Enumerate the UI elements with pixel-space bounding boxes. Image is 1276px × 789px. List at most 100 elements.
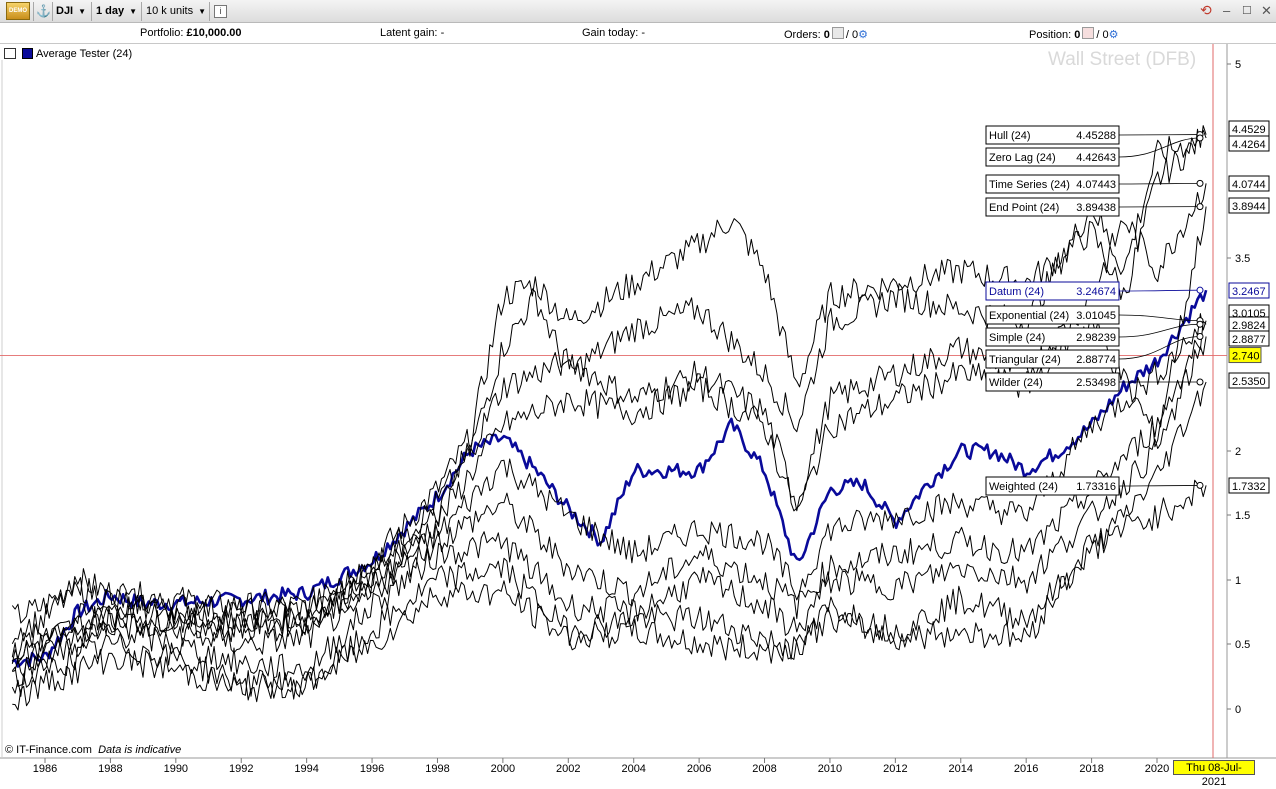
indicator-name: Wilder (24) [989, 377, 1043, 389]
demo-icon: DEMO [6, 2, 30, 20]
series-color-swatch [22, 48, 33, 59]
gear-icon[interactable]: ⚙ [858, 29, 868, 41]
latent-label: Latent gain: [380, 27, 438, 39]
x-tick-label: 1992 [229, 763, 253, 775]
credit-note: Data is indicative [98, 744, 181, 756]
indicator-value: 1.73316 [1076, 481, 1116, 493]
x-tick-label: 2006 [687, 763, 711, 775]
separator [52, 2, 53, 21]
instrument-watermark: Wall Street (DFB) [1048, 49, 1196, 71]
indicator-name: Exponential (24) [989, 310, 1069, 322]
data-credit: © IT-Finance.com Data is indicative [5, 744, 181, 756]
cursor-date-label: Thu 08-Jul-2021 [1173, 760, 1255, 775]
indicator-name: Weighted (24) [989, 481, 1058, 493]
sync-icon[interactable]: ⟲ [1200, 2, 1212, 19]
indicator-legend[interactable]: Average Tester (24) [4, 46, 132, 61]
lock-button[interactable]: ⚓ [36, 2, 50, 20]
units-dropdown[interactable]: 10 k units ▼ [146, 2, 208, 20]
indicator-anchor-dot [1197, 482, 1203, 488]
info-icon: i [214, 5, 227, 18]
demo-badge[interactable]: DEMO [6, 2, 30, 20]
period-dropdown[interactable]: 1 day ▼ [96, 2, 140, 20]
orders-list-icon[interactable] [832, 27, 844, 39]
x-tick-label: 2000 [491, 763, 515, 775]
x-tick-label: 1990 [164, 763, 188, 775]
gear-icon[interactable]: ⚙ [1109, 29, 1119, 41]
portfolio-label: Portfolio: [140, 27, 183, 39]
orders-label: Orders: [784, 29, 821, 41]
indicator-anchor-dot [1197, 379, 1203, 385]
x-tick-label: 2002 [556, 763, 580, 775]
chevron-down-icon: ▼ [198, 7, 206, 16]
indicator-name: End Point (24) [989, 202, 1059, 214]
price-axis-tag-value: 4.0744 [1232, 179, 1266, 191]
indicator-value: 2.88774 [1076, 354, 1116, 366]
indicator-value: 3.24674 [1076, 286, 1116, 298]
position-count: 0 [1074, 29, 1080, 41]
y-tick-label: 3.5 [1235, 253, 1250, 265]
price-axis-tag-value: 3.8944 [1232, 201, 1266, 213]
units-label: 10 k units [146, 5, 193, 17]
x-tick-label: 1988 [98, 763, 122, 775]
x-tick-label: 2014 [949, 763, 973, 775]
indicator-value: 3.01045 [1076, 310, 1116, 322]
account-bar: Portfolio: £10,000.00 Latent gain: - Gai… [0, 23, 1276, 44]
price-axis-tag-value: 2.8877 [1232, 334, 1266, 346]
indicator-anchor-dot [1197, 135, 1203, 141]
credit-source: © IT-Finance.com [5, 744, 92, 756]
chevron-down-icon: ▼ [78, 7, 86, 16]
y-tick-label: 1 [1235, 575, 1241, 587]
today-label: Gain today: [582, 27, 638, 39]
period-label: 1 day [96, 5, 124, 17]
indicator-name: Simple (24) [989, 332, 1045, 344]
y-tick-label: 1.5 [1235, 510, 1250, 522]
price-axis-tag-value: 4.4529 [1232, 124, 1266, 136]
x-tick-label: 2018 [1079, 763, 1103, 775]
indicator-value: 3.89438 [1076, 202, 1116, 214]
price-axis-tag-value: 2.9824 [1232, 320, 1266, 332]
x-tick-label: 2008 [752, 763, 776, 775]
indicator-anchor-dot [1197, 333, 1203, 339]
x-tick-label: 1986 [33, 763, 57, 775]
price-axis-tag-value: 3.2467 [1232, 286, 1266, 298]
crosshair-price-value: 2.740 [1232, 351, 1260, 363]
position-label: Position: [1029, 29, 1071, 41]
price-axis-tag-value: 2.5350 [1232, 376, 1266, 388]
portfolio-value: £10,000.00 [186, 27, 241, 39]
latent-readout: Latent gain: - [380, 27, 444, 39]
y-tick-label: 5 [1235, 59, 1241, 71]
position-close-icon[interactable] [1082, 27, 1094, 39]
legend-label: Average Tester (24) [36, 48, 132, 60]
x-tick-label: 2016 [1014, 763, 1038, 775]
close-icon[interactable]: ✕ [1261, 3, 1272, 19]
separator [91, 2, 92, 21]
price-axis-tag-value: 4.4264 [1232, 139, 1266, 151]
restore-window-icon[interactable] [4, 48, 16, 59]
x-tick-label: 2020 [1145, 763, 1169, 775]
separator [209, 2, 210, 21]
indicator-value: 4.45288 [1076, 130, 1116, 142]
toolbar: DEMO ⚓ DJI▼ 1 day ▼ 10 k units ▼ i ⟲ – ☐ ✕ [0, 0, 1276, 23]
minimize-icon[interactable]: – [1223, 3, 1230, 18]
today-value: - [641, 27, 645, 39]
y-tick-label: 0.5 [1235, 639, 1250, 651]
indicator-value: 4.42643 [1076, 152, 1116, 164]
separator [141, 2, 142, 21]
today-readout: Gain today: - [582, 27, 645, 39]
info-button[interactable]: i [214, 2, 228, 20]
symbol-dropdown[interactable]: DJI▼ [56, 2, 88, 20]
chevron-down-icon: ▼ [129, 7, 137, 16]
indicator-name: Hull (24) [989, 130, 1031, 142]
indicator-anchor-dot [1197, 287, 1203, 293]
anchor-icon: ⚓ [36, 4, 51, 18]
x-tick-label: 2012 [883, 763, 907, 775]
y-tick-label: 0 [1235, 704, 1241, 716]
maximize-icon[interactable]: ☐ [1242, 4, 1252, 17]
x-tick-label: 2004 [621, 763, 645, 775]
x-tick-label: 1998 [425, 763, 449, 775]
x-tick-label: 1994 [294, 763, 318, 775]
position-total: / 0 [1096, 29, 1108, 41]
orders-readout: Orders: 0/ 0⚙ [784, 27, 868, 41]
x-tick-label: 2010 [818, 763, 842, 775]
